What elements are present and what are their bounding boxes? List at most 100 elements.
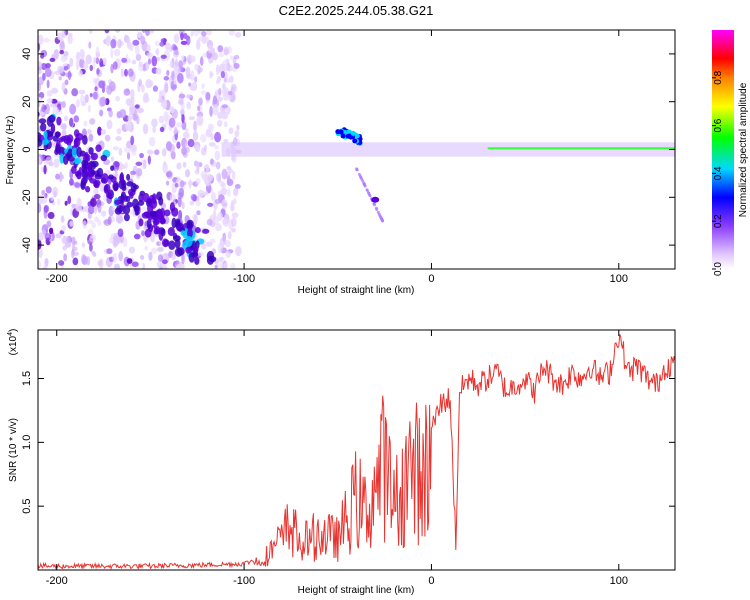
- noise-blob: [221, 168, 228, 180]
- ridge-blob: [623, 0, 629, 2]
- noise-blob: [182, 161, 187, 168]
- ridge-blob: [220, 0, 228, 4]
- noise-blob: [184, 169, 191, 178]
- colorbar-tick-label: 0.8: [713, 70, 724, 84]
- diagonal-blob: [89, 161, 97, 170]
- x-tick-label: 100: [610, 273, 628, 285]
- noise-blob: [158, 115, 165, 124]
- noise-blob: [102, 193, 107, 202]
- noise-blob: [215, 64, 220, 75]
- noise-blob: [93, 56, 97, 64]
- ridge-blob: [579, 0, 588, 2]
- noise-blob: [67, 70, 72, 81]
- noise-blob: [196, 210, 201, 216]
- diagonal-blob: [167, 227, 175, 237]
- ridge-blob: [232, 0, 240, 4]
- noise-blob: [217, 45, 224, 53]
- noise-blob: [43, 37, 50, 43]
- ridge-core: [487, 0, 490, 1]
- ridge-core: [347, 0, 350, 1]
- noise-blob: [220, 70, 226, 79]
- ridge-core: [256, 0, 259, 1]
- colorbar-tick-label: 0.0: [713, 262, 724, 276]
- noise-blob: [112, 61, 118, 70]
- ridge-blob: [482, 0, 487, 4]
- noise-blob: [89, 197, 97, 207]
- noise-blob: [214, 264, 218, 269]
- noise-blob: [225, 58, 230, 63]
- noise-blob: [221, 63, 229, 72]
- noise-blob: [181, 55, 185, 61]
- noise-blob: [140, 255, 145, 260]
- ridge-core: [510, 0, 513, 1]
- ridge-blob: [467, 0, 472, 4]
- noise-blob: [125, 98, 133, 106]
- ridge-blob: [454, 0, 460, 4]
- noise-blob: [128, 246, 136, 254]
- noise-blob: [203, 144, 208, 152]
- noise-blob: [217, 96, 223, 102]
- y-tick-label: 20: [21, 96, 33, 108]
- ridge-core: [521, 0, 524, 1]
- ridge-blob: [226, 0, 235, 2]
- ridge-blob: [588, 0, 594, 3]
- noise-blob: [233, 187, 239, 197]
- noise-blob: [145, 30, 150, 37]
- ridge-blob: [437, 0, 444, 2]
- ridge-blob: [609, 0, 615, 3]
- diagonal-blob: [138, 218, 144, 227]
- ridge-blob: [612, 0, 619, 3]
- diagonal-blob: [163, 239, 170, 247]
- noise-blob: [89, 235, 96, 242]
- ridge-blob: [617, 0, 623, 3]
- noise-blob: [45, 186, 52, 194]
- ridge-blob: [343, 0, 350, 2]
- ridge-blob: [506, 0, 514, 3]
- noise-blob: [160, 102, 167, 107]
- noise-blob: [46, 97, 53, 104]
- ridge-core: [317, 0, 320, 1]
- diagonal-blob: [88, 147, 94, 155]
- noise-blob: [78, 69, 83, 77]
- noise-blob: [180, 180, 185, 188]
- diagonal-blob: [195, 240, 200, 250]
- ridge-blob: [582, 0, 588, 4]
- ridge-blob: [600, 0, 608, 3]
- ridge-blob: [582, 0, 591, 3]
- noise-blob: [223, 235, 227, 246]
- noise-blob: [181, 113, 185, 124]
- noise-blob: [163, 111, 169, 122]
- noise-blob: [140, 206, 148, 211]
- ridge-core: [249, 0, 252, 1]
- noise-blob: [224, 239, 231, 248]
- ridge-blob: [636, 0, 643, 3]
- noise-blob: [205, 99, 210, 104]
- noise-blob: [217, 243, 224, 254]
- noise-blob: [106, 248, 113, 255]
- diagonal-blob: [80, 180, 86, 191]
- noise-blob: [146, 80, 154, 88]
- noise-blob: [63, 253, 67, 262]
- noise-blob: [178, 93, 186, 99]
- noise-blob: [84, 94, 89, 103]
- noise-blob: [169, 60, 173, 68]
- noise-blob: [189, 200, 195, 206]
- ridge-blob: [371, 0, 377, 2]
- ridge-blob: [606, 0, 612, 2]
- noise-blob: [202, 53, 208, 58]
- ridge-blob: [397, 0, 406, 2]
- noise-blob: [169, 193, 176, 203]
- noise-blob: [223, 262, 228, 269]
- ridge-core: [566, 0, 569, 1]
- ridge-blob: [233, 0, 239, 4]
- noise-blob: [94, 86, 98, 91]
- ridge-blob: [596, 0, 603, 2]
- noise-blob: [117, 38, 122, 49]
- ridge-blob: [396, 0, 404, 2]
- ridge-blob: [647, 0, 654, 4]
- ridge-core: [425, 0, 428, 1]
- noise-blob: [119, 108, 127, 119]
- ridge-blob: [504, 0, 513, 2]
- diagonal-blob: [56, 139, 61, 150]
